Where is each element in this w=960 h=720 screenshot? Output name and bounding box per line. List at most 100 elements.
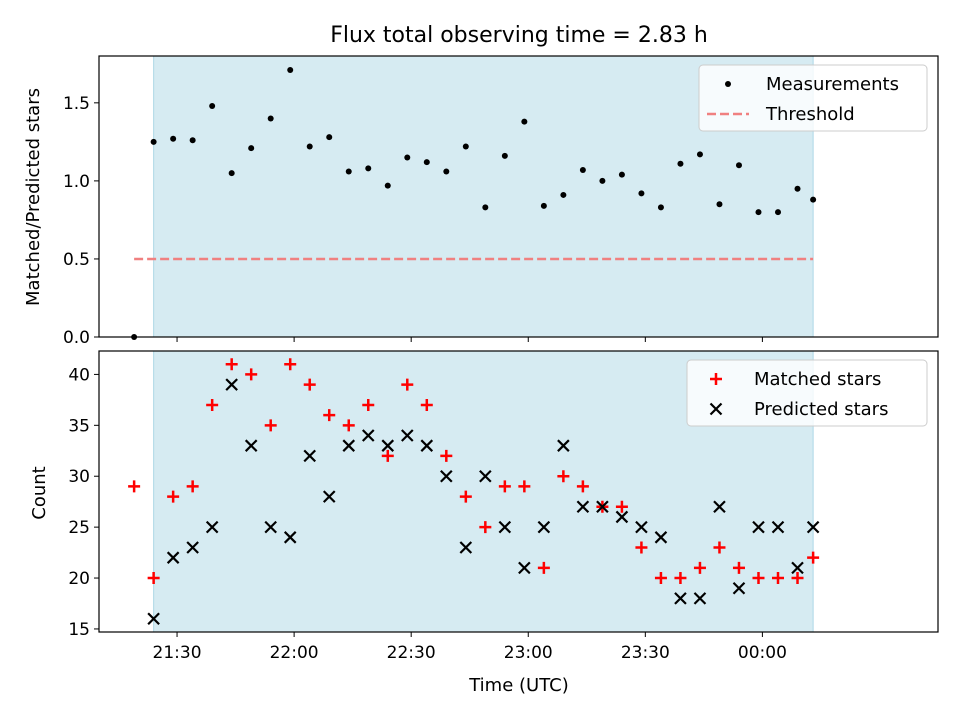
- predicted-stars-point: [303, 449, 317, 463]
- matched-stars-point: [303, 378, 316, 391]
- matched-stars-point: [693, 561, 706, 574]
- measurement-point: [560, 191, 567, 198]
- predicted-stars-point: [166, 551, 180, 564]
- matched-stars-point: [147, 572, 160, 585]
- measurement-point: [521, 118, 528, 125]
- measurement-point: [170, 135, 177, 142]
- measurement-point: [579, 166, 586, 173]
- matched-stars-point: [245, 368, 258, 381]
- predicted-stars-point: [654, 531, 668, 544]
- matched-stars-point: [732, 561, 745, 574]
- legend-label: Predicted stars: [754, 399, 888, 420]
- y-tick-label: 35: [68, 416, 90, 436]
- y-tick-label: 0.5: [63, 250, 90, 270]
- matched-stars-point: [615, 500, 628, 513]
- measurement-point: [443, 168, 450, 175]
- matched-stars-point: [518, 480, 531, 493]
- x-tick-label: 23:00: [504, 643, 553, 663]
- measurement-point: [287, 67, 294, 74]
- measurement-point: [540, 202, 547, 209]
- y-tick-label: 1.0: [63, 172, 90, 192]
- matched-stars-point: [635, 541, 648, 554]
- matched-stars-point: [225, 358, 238, 371]
- matched-stars-point: [381, 449, 394, 462]
- predicted-stars-point: [791, 561, 804, 575]
- measurement-point: [716, 201, 723, 208]
- predicted-stars-point: [596, 500, 609, 514]
- measurement-point: [794, 185, 801, 192]
- matched-stars-point: [420, 398, 433, 411]
- measurement-point: [482, 204, 489, 211]
- predicted-stars-point: [806, 520, 820, 534]
- measurement-point: [810, 196, 817, 203]
- x-tick-label: 21:30: [153, 643, 202, 663]
- matched-stars-point: [186, 480, 199, 493]
- chart-title: Flux total observing time = 2.83 h: [330, 23, 708, 48]
- predicted-stars-point: [635, 520, 648, 534]
- predicted-stars-point: [401, 429, 414, 442]
- measurement-point: [345, 168, 352, 175]
- predicted-stars-point: [713, 500, 726, 514]
- legend-dot-marker: [725, 81, 731, 87]
- y-tick-label: 1.5: [63, 94, 90, 114]
- matched-stars-point: [576, 480, 589, 493]
- predicted-stars-point: [498, 520, 512, 534]
- predicted-stars-point: [459, 541, 473, 554]
- matched-stars-point: [674, 572, 687, 585]
- legend-label: Threshold: [765, 104, 855, 125]
- measurement-point: [677, 160, 684, 167]
- predicted-stars-point: [674, 592, 687, 605]
- matched-stars-point: [362, 398, 375, 411]
- predicted-stars-point: [732, 581, 746, 595]
- measurement-point: [775, 209, 782, 216]
- predicted-stars-point: [518, 561, 531, 575]
- measurement-point: [384, 182, 391, 189]
- x-tick-label: 22:30: [387, 643, 436, 663]
- predicted-stars-point: [440, 469, 453, 483]
- measurement-point: [404, 154, 411, 161]
- bottom-panel: 15 20 25 30 35 40 21:30 22:00 22:30 23:00 23:30 00:…: [68, 350, 939, 663]
- matched-stars-point: [342, 419, 355, 432]
- measurement-point: [189, 137, 196, 144]
- predicted-stars-point: [147, 612, 160, 626]
- matched-stars-point: [713, 541, 726, 554]
- matched-stars-point: [807, 551, 820, 564]
- matched-stars-point: [791, 572, 804, 585]
- matched-stars-point: [479, 521, 492, 534]
- x-axis-label: Time (UTC): [468, 675, 569, 696]
- predicted-stars-point: [381, 439, 395, 452]
- matched-stars-point: [498, 480, 511, 493]
- legend-box: [698, 64, 928, 132]
- measurement-point: [755, 209, 762, 216]
- measurement-point: [150, 138, 157, 145]
- measurement-point: [423, 159, 430, 166]
- predicted-stars-point: [537, 520, 551, 534]
- predicted-stars-point: [225, 378, 238, 391]
- predicted-stars-point: [322, 490, 336, 503]
- predicted-stars-point: [205, 520, 219, 534]
- y-tick-label: 15: [68, 620, 90, 640]
- predicted-stars-point: [342, 439, 356, 452]
- matched-stars-point: [264, 419, 277, 432]
- y-tick-label: 20: [68, 569, 90, 589]
- y-tick-label: 25: [68, 518, 90, 538]
- x-tick-label: 23:30: [621, 643, 670, 663]
- legend-plus-marker: [710, 373, 722, 385]
- measurement-point: [657, 204, 664, 211]
- legend-x-marker: [709, 402, 723, 416]
- matched-stars-point: [459, 490, 472, 503]
- predicted-stars-point: [771, 520, 785, 534]
- predicted-stars-point: [693, 592, 707, 605]
- legend: Measurements Threshold: [698, 64, 928, 132]
- predicted-stars-point: [479, 469, 492, 483]
- measurement-point: [618, 171, 625, 178]
- matched-stars-point: [752, 572, 765, 585]
- measurement-point: [248, 145, 255, 152]
- measurement-point: [501, 152, 508, 159]
- matched-stars-point: [557, 470, 570, 483]
- predicted-stars-point: [283, 531, 297, 544]
- matched-stars-point: [284, 358, 297, 371]
- y-axis-label-top: Matched/Predicted stars: [23, 88, 44, 306]
- predicted-stars-point: [264, 520, 277, 534]
